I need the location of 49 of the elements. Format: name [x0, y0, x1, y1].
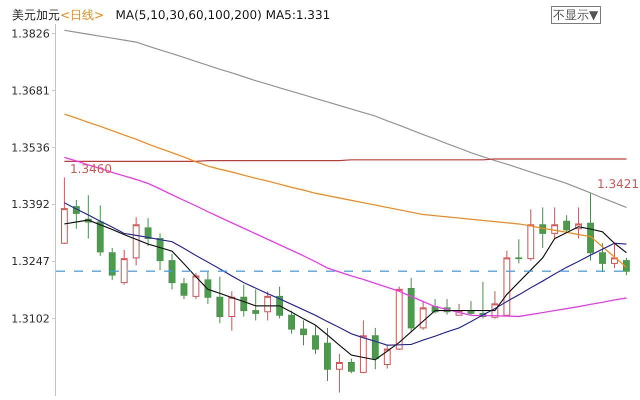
- line-series: [64, 219, 628, 360]
- candlestick: [468, 300, 474, 316]
- candlestick: [539, 206, 546, 248]
- line-series: [64, 202, 628, 346]
- candlestick: [587, 192, 594, 262]
- y-tick-label: 1.3392: [11, 198, 50, 212]
- annotation: 1.3421: [597, 177, 639, 191]
- y-tick-label: 1.3536: [11, 141, 50, 154]
- candlestick: [204, 272, 212, 304]
- candlestick: [180, 277, 188, 300]
- candlestick: [120, 249, 128, 286]
- candlestick: [503, 250, 510, 316]
- candlestick: [611, 244, 618, 269]
- candlestick: [240, 284, 248, 317]
- candlestick: [420, 301, 427, 330]
- candlestick: [192, 272, 200, 300]
- candlestick: [228, 290, 236, 332]
- chart-title: 美元加元: [12, 8, 60, 22]
- candlestick: [144, 218, 152, 247]
- candlestick: [348, 358, 355, 374]
- candlestick: [312, 324, 319, 354]
- candlestick: [527, 208, 534, 262]
- candlestick: [108, 247, 116, 280]
- candlestick: [264, 290, 272, 321]
- candlestick: [168, 253, 176, 290]
- candlestick: [408, 277, 415, 334]
- chart-subtitle: <日线>: [60, 8, 104, 22]
- y-tick-label: 1.3247: [11, 255, 50, 268]
- candlestick: [324, 327, 331, 382]
- y-tick-label: 1.3826: [11, 27, 50, 40]
- y-tick-label: 1.3102: [11, 312, 50, 326]
- candlestick: [515, 238, 522, 264]
- text: 不显示▼: [553, 8, 599, 22]
- candlestick: [372, 327, 379, 370]
- text: MA(5,10,30,60,100,200) MA5:1.331: [116, 8, 330, 22]
- candlestick: [132, 216, 140, 266]
- candlestick: [288, 310, 296, 334]
- candlestick: [599, 242, 606, 272]
- candlestick: [96, 204, 104, 256]
- candlestick: [60, 177, 68, 245]
- candlestick: [300, 320, 307, 346]
- y-tick-label: 1.3681: [11, 84, 50, 98]
- candlestick: [622, 257, 630, 276]
- candlestick: [551, 206, 558, 240]
- candlestick: [252, 288, 260, 321]
- candlestick: [360, 320, 367, 374]
- candlestick: [336, 353, 343, 393]
- candlestick: [216, 276, 224, 324]
- candlestick: [563, 214, 570, 232]
